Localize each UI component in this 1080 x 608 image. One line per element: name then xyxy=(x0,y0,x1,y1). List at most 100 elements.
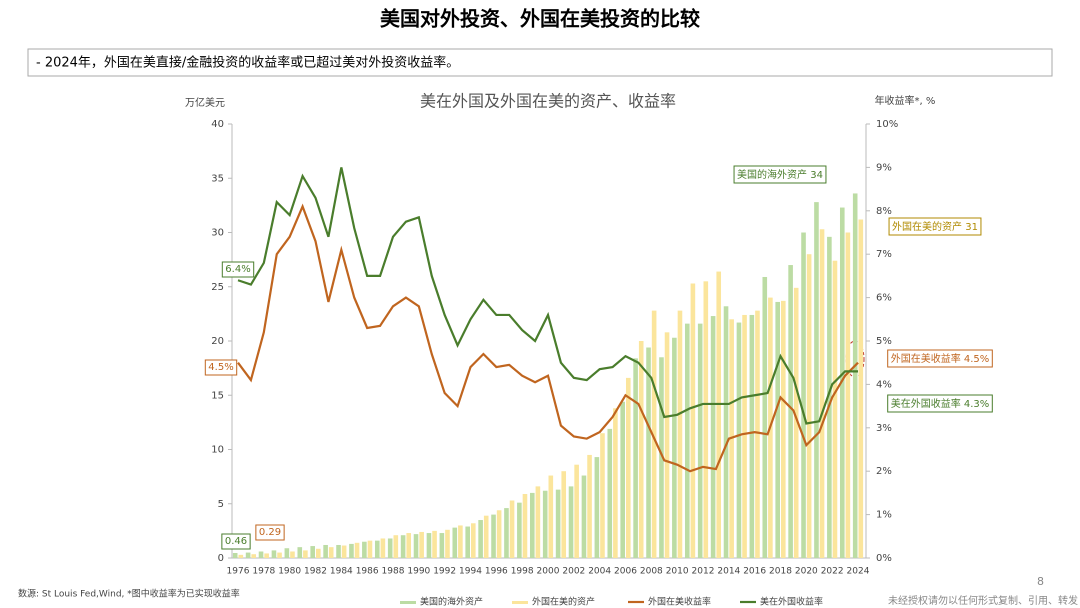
bar xyxy=(393,535,399,558)
bar xyxy=(380,538,386,558)
bar xyxy=(238,554,244,558)
annotation: 6.4% xyxy=(225,264,250,275)
note-box xyxy=(27,48,1053,77)
y2-tick-label: 3% xyxy=(876,423,892,434)
bar xyxy=(626,377,631,558)
x-tick-label: 1986 xyxy=(356,567,379,577)
bar xyxy=(374,540,380,558)
bar xyxy=(607,428,613,558)
y-tick-label: 0 xyxy=(218,553,224,564)
y-tick-label: 5 xyxy=(218,499,224,510)
bar xyxy=(755,310,760,558)
legend-swatch xyxy=(400,601,416,604)
bar xyxy=(535,486,541,558)
bar xyxy=(413,534,419,558)
bar xyxy=(496,510,502,558)
x-tick-label: 1990 xyxy=(407,567,430,577)
source: 数源: St Louis Fed,Wind, *图中收益率为已实现收益率 xyxy=(18,588,240,600)
x-tick-label: 2006 xyxy=(614,567,637,577)
x-tick-label: 2002 xyxy=(562,567,585,577)
bar xyxy=(749,314,755,558)
bar xyxy=(349,543,354,558)
bar xyxy=(387,538,393,558)
legend-label: 美国的海外资产 xyxy=(420,596,483,608)
bar xyxy=(277,552,282,558)
legend-label: 外国在美的资产 xyxy=(532,596,595,608)
x-tick-label: 2000 xyxy=(537,567,560,577)
bar xyxy=(458,525,463,558)
bar xyxy=(264,553,269,558)
x-tick-label: 1996 xyxy=(485,567,508,577)
bar xyxy=(426,533,432,558)
bar xyxy=(284,548,290,558)
bar xyxy=(858,219,864,559)
bar xyxy=(452,527,458,558)
y2-axis-label: 年收益率*, % xyxy=(875,94,936,107)
bar xyxy=(439,533,445,558)
bar xyxy=(587,454,592,558)
bar xyxy=(613,408,618,558)
bar xyxy=(690,283,696,558)
y2-tick-label: 2% xyxy=(876,466,892,477)
bar xyxy=(633,358,638,558)
bar xyxy=(341,545,347,558)
bar xyxy=(568,486,574,558)
bar xyxy=(245,552,251,558)
legend-label: 外国在美收益率 xyxy=(648,596,711,608)
bar xyxy=(651,310,657,558)
bar xyxy=(684,323,690,558)
annotation-box xyxy=(221,533,251,550)
bar xyxy=(548,475,554,558)
bar xyxy=(793,287,799,558)
annotation-box xyxy=(888,217,982,236)
x-tick-label: 2010 xyxy=(666,567,689,577)
bar xyxy=(646,347,651,558)
x-tick-label: 1982 xyxy=(304,567,327,577)
y2-tick-label: 4% xyxy=(876,379,892,390)
x-tick-label: 1978 xyxy=(252,567,275,577)
bar xyxy=(664,332,670,558)
x-tick-label: 2014 xyxy=(717,567,740,577)
y-axis-label: 万亿美元 xyxy=(185,96,225,109)
y2-tick-label: 9% xyxy=(876,162,892,173)
y2-tick-label: 8% xyxy=(876,206,892,217)
x-tick-label: 2024 xyxy=(847,567,870,577)
bar xyxy=(638,341,644,558)
bar xyxy=(594,457,600,558)
annotation: 0.46 xyxy=(225,536,247,547)
x-tick-label: 1980 xyxy=(278,567,301,577)
x-tick-label: 2004 xyxy=(588,567,611,577)
bar xyxy=(600,433,605,558)
annotation: 美国的海外资产 34 xyxy=(737,168,823,181)
annotation-box xyxy=(204,359,238,376)
x-tick-label: 2012 xyxy=(692,567,715,577)
bar xyxy=(703,281,709,558)
chart-title: 美在外国及外国在美的资产、收益率 xyxy=(420,92,676,111)
bar xyxy=(697,323,703,558)
bar xyxy=(677,310,683,558)
bar xyxy=(672,337,677,558)
note: - 2024年，外国在美直接/金融投资的收益率或已超过美对外投资收益率。 xyxy=(36,55,459,71)
annotation: 外国在美的资产 31 xyxy=(892,220,978,233)
bar xyxy=(620,401,625,558)
bar xyxy=(529,492,535,558)
y2-tick-label: 6% xyxy=(876,293,892,304)
y-tick-label: 30 xyxy=(211,228,224,239)
bar xyxy=(542,490,548,558)
bar xyxy=(736,322,742,558)
annotation: 外国在美收益率 4.5% xyxy=(891,352,990,365)
bar xyxy=(354,542,360,558)
x-tick-label: 1998 xyxy=(511,567,534,577)
bar xyxy=(574,464,579,558)
bar xyxy=(271,550,277,558)
bar xyxy=(303,550,308,558)
bar xyxy=(561,471,567,558)
bar xyxy=(839,207,845,559)
bar xyxy=(328,547,334,558)
bar xyxy=(290,551,295,558)
bar xyxy=(471,523,476,558)
bar xyxy=(716,271,722,558)
bar xyxy=(845,232,851,558)
x-tick-label: 2008 xyxy=(640,567,663,577)
